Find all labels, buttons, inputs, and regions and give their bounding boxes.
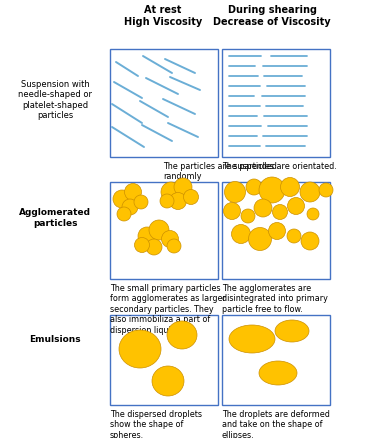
Circle shape xyxy=(161,183,181,202)
Circle shape xyxy=(224,182,246,203)
Circle shape xyxy=(288,198,304,215)
Text: The particles are orientated.: The particles are orientated. xyxy=(222,162,337,171)
Circle shape xyxy=(273,205,288,220)
Circle shape xyxy=(184,190,199,205)
Circle shape xyxy=(138,227,156,245)
Text: Emulsions: Emulsions xyxy=(29,335,81,344)
Circle shape xyxy=(124,184,142,201)
Circle shape xyxy=(254,200,272,218)
Circle shape xyxy=(319,184,333,198)
Text: Suspension with
needle-shaped or
platelet-shaped
particles: Suspension with needle-shaped or platele… xyxy=(18,80,92,120)
Circle shape xyxy=(174,179,192,197)
FancyBboxPatch shape xyxy=(222,315,330,405)
FancyBboxPatch shape xyxy=(110,183,218,279)
Text: The dispersed droplets
show the shape of
spheres.: The dispersed droplets show the shape of… xyxy=(110,409,202,438)
Ellipse shape xyxy=(259,361,297,385)
Circle shape xyxy=(160,194,174,208)
Circle shape xyxy=(249,228,272,251)
Circle shape xyxy=(259,177,285,204)
Ellipse shape xyxy=(275,320,309,342)
Circle shape xyxy=(167,240,181,254)
Circle shape xyxy=(231,225,250,244)
Circle shape xyxy=(113,191,131,208)
FancyBboxPatch shape xyxy=(110,315,218,405)
Circle shape xyxy=(117,208,131,222)
Text: The particles are suspended
randomly: The particles are suspended randomly xyxy=(163,162,277,181)
Circle shape xyxy=(269,223,285,240)
Circle shape xyxy=(301,233,319,251)
Circle shape xyxy=(223,203,241,220)
Circle shape xyxy=(307,208,319,220)
Circle shape xyxy=(149,220,169,240)
Circle shape xyxy=(161,231,178,248)
FancyBboxPatch shape xyxy=(222,50,330,158)
Circle shape xyxy=(134,238,150,253)
Ellipse shape xyxy=(119,330,161,368)
Circle shape xyxy=(241,209,255,223)
Circle shape xyxy=(146,240,162,255)
Text: Agglomerated
particles: Agglomerated particles xyxy=(19,208,91,227)
Ellipse shape xyxy=(152,366,184,396)
Circle shape xyxy=(300,183,320,202)
Ellipse shape xyxy=(229,325,275,353)
Text: The agglomerates are
disintegrated into primary
particle free to flow.: The agglomerates are disintegrated into … xyxy=(222,283,328,313)
Text: During shearing
Decrease of Viscosity: During shearing Decrease of Viscosity xyxy=(213,5,331,27)
Text: The droplets are deformed
and take on the shape of
ellipses.: The droplets are deformed and take on th… xyxy=(222,409,330,438)
Circle shape xyxy=(246,180,262,195)
Circle shape xyxy=(122,200,138,215)
Text: At rest
High Viscosity: At rest High Viscosity xyxy=(124,5,202,27)
FancyBboxPatch shape xyxy=(110,50,218,158)
Text: The small primary particles
form agglomerates as larger
secondary particles. The: The small primary particles form agglome… xyxy=(110,283,226,334)
FancyBboxPatch shape xyxy=(222,183,330,279)
Ellipse shape xyxy=(167,321,197,349)
Circle shape xyxy=(280,178,300,197)
Circle shape xyxy=(169,193,187,210)
Circle shape xyxy=(287,230,301,244)
Circle shape xyxy=(134,195,148,209)
